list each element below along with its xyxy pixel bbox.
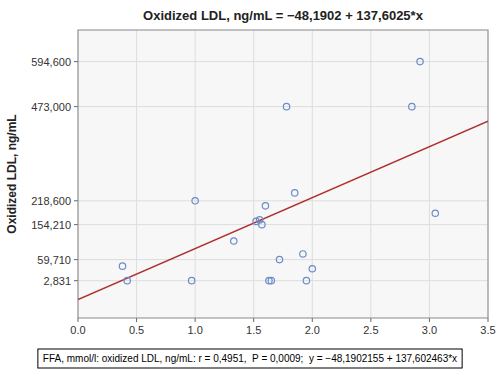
x-grid-line: [195, 30, 196, 318]
scatter-point: [119, 263, 125, 269]
x-tick: [78, 318, 79, 322]
scatter-point: [417, 58, 423, 64]
annotation-group: FFA, mmol/l: oxidized LDL, ng/mL: r = 0,…: [38, 349, 462, 368]
y-tick-label: 218,600: [31, 195, 71, 207]
x-grid-line: [370, 30, 371, 318]
grid: [78, 30, 488, 318]
annotation-box: [38, 349, 462, 368]
scatter-point: [192, 198, 198, 204]
x-tick-label: 0.5: [129, 324, 144, 336]
x-tick-label: 3.5: [480, 324, 495, 336]
chart-container: 0.0 0.5 1.0 1.5 2.0 2.5 3.0 3.5 2,831 59,710 154,2…: [0, 0, 500, 382]
y-tick-label: 59,710: [37, 254, 71, 266]
y-tick: [74, 200, 78, 201]
scatter-point: [309, 266, 315, 272]
scatter-point: [188, 277, 194, 283]
x-tick-label: 3.0: [422, 324, 437, 336]
scatter-point: [292, 190, 298, 196]
y-tick: [74, 106, 78, 107]
y-axis-label: Oxidized LDL, ng/mL: [5, 114, 19, 233]
y-grid-line: [78, 280, 488, 281]
x-tick-label: 1.0: [187, 324, 202, 336]
y-tick-label: 594,600: [31, 56, 71, 68]
plot-background: [78, 30, 488, 318]
title: Oxidized LDL, ng/mL = −48,1902 + 137,602…: [143, 8, 424, 23]
y-tick: [74, 259, 78, 260]
y-tick: [74, 61, 78, 62]
plot-frame: [78, 30, 488, 318]
scatter-point: [124, 277, 130, 283]
scatter-point: [268, 277, 274, 283]
annotation: FFA, mmol/l: oxidized LDL, ng/mL: r = 0,…: [43, 353, 457, 364]
chart-svg: 0.0 0.5 1.0 1.5 2.0 2.5 3.0 3.5 2,831 59,710 154,2…: [0, 0, 500, 382]
x-tick-label: 1.5: [246, 324, 261, 336]
x-tick: [429, 318, 430, 322]
y-grid-line: [78, 224, 488, 225]
scatter-point: [276, 256, 282, 262]
x-tick: [136, 318, 137, 322]
x-tick: [195, 318, 196, 322]
x-tick-label: 2.5: [363, 324, 378, 336]
x-tick-label: 2.0: [305, 324, 320, 336]
x-grid-line: [253, 30, 254, 318]
y-tick: [74, 224, 78, 225]
scatter-point: [432, 210, 438, 216]
marks: [78, 58, 488, 299]
x-tick: [253, 318, 254, 322]
scatter-point: [409, 103, 415, 109]
x-tick-label: 0.0: [70, 324, 85, 336]
scatter-point: [259, 221, 265, 227]
x-tick: [488, 318, 489, 322]
x-tick: [312, 318, 313, 322]
x-grid-line: [429, 30, 430, 318]
scatter-point: [262, 203, 268, 209]
scatter-point: [283, 103, 289, 109]
y-tick-label: 2,831: [43, 275, 71, 287]
scatter-point: [303, 277, 309, 283]
scatter-point: [300, 251, 306, 257]
y-tick-label: 154,210: [31, 219, 71, 231]
y-grid-line: [78, 61, 488, 62]
x-tick: [370, 318, 371, 322]
x-grid-line: [312, 30, 313, 318]
y-tick-label: 473,000: [31, 101, 71, 113]
regression-line: [78, 121, 488, 299]
y-tick: [74, 280, 78, 281]
y-grid-line: [78, 200, 488, 201]
scatter-point: [231, 238, 237, 244]
